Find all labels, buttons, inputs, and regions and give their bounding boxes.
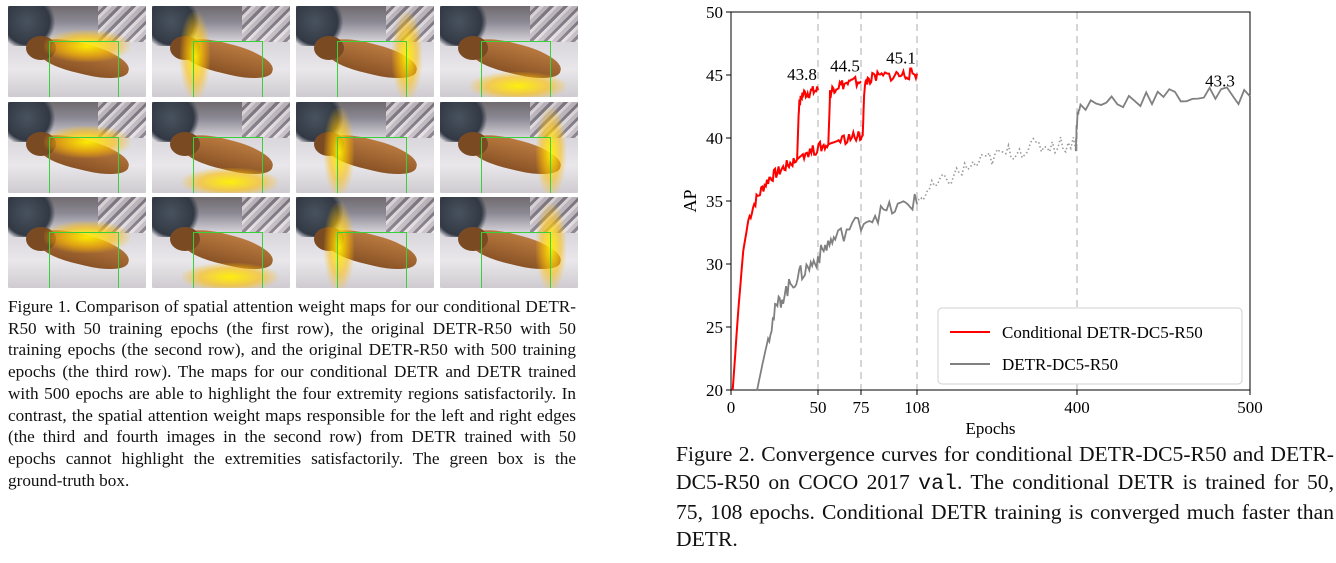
figure-1-caption: Figure 1. Comparison of spatial attentio… <box>8 296 576 491</box>
attention-map-thumbnail <box>8 102 146 193</box>
attention-map-thumbnail <box>296 6 434 97</box>
y-tick-label: 20 <box>706 381 723 400</box>
series-line-conditional-detr <box>733 86 818 390</box>
attention-map-thumbnail <box>8 197 146 288</box>
data-label: 44.5 <box>830 56 860 75</box>
x-axis-label: Epochs <box>965 419 1015 438</box>
annotation-layer: 43.8 44.5 45.1 43.3 <box>787 49 1235 91</box>
x-tick-label: 500 <box>1237 398 1263 417</box>
figure-1: Figure 1. Comparison of spatial attentio… <box>8 6 576 290</box>
attention-map-thumbnail <box>296 197 434 288</box>
chart-legend: Conditional DETR-DC5-R50 DETR-DC5-R50 <box>938 308 1242 384</box>
ground-truth-box <box>481 41 551 97</box>
ground-truth-box <box>337 41 407 97</box>
attention-map-thumbnail <box>440 102 578 193</box>
figure-2-caption-code: val <box>918 472 957 496</box>
ground-truth-box <box>193 137 263 193</box>
ground-truth-box <box>337 137 407 193</box>
y-tick-label: 30 <box>706 255 723 274</box>
series-line-detr <box>757 194 917 390</box>
y-tick-label: 50 <box>706 3 723 22</box>
legend-label: Conditional DETR-DC5-R50 <box>1002 323 1203 342</box>
ground-truth-box <box>49 41 119 97</box>
y-tick-label: 25 <box>706 318 723 337</box>
x-tick-label: 108 <box>904 398 930 417</box>
data-label: 43.8 <box>787 65 817 84</box>
series-line-detr-late <box>1076 87 1250 151</box>
figure-2: 20 25 30 35 40 45 50 0 50 75 108 400 500 Epochs AP 43.… <box>672 0 1336 563</box>
y-tick-label: 45 <box>706 66 723 85</box>
attention-map-thumbnail <box>152 6 290 97</box>
series-line-detr-dotted <box>917 137 1076 204</box>
x-tick-label: 75 <box>853 398 870 417</box>
ground-truth-box <box>193 232 263 288</box>
ground-truth-box <box>49 232 119 288</box>
series-line-conditional-detr <box>828 69 917 145</box>
data-label: 45.1 <box>886 49 916 68</box>
x-tick-label: 50 <box>810 398 827 417</box>
ground-truth-box <box>481 137 551 193</box>
figure-2-caption: Figure 2. Convergence curves for conditi… <box>676 441 1334 554</box>
ground-truth-box <box>337 232 407 288</box>
data-label: 43.3 <box>1205 71 1235 90</box>
attention-map-thumbnail <box>296 102 434 193</box>
series-line-conditional-detr <box>797 77 861 159</box>
attention-map-thumbnail <box>152 197 290 288</box>
legend-label: DETR-DC5-R50 <box>1002 355 1118 374</box>
attention-map-thumbnail <box>152 102 290 193</box>
ground-truth-box <box>193 41 263 97</box>
y-tick-label: 35 <box>706 192 723 211</box>
attention-map-thumbnail <box>440 6 578 97</box>
attention-map-thumbnail <box>8 6 146 97</box>
attention-map-grid <box>8 6 576 290</box>
x-tick-label: 0 <box>727 398 736 417</box>
attention-map-thumbnail <box>440 197 578 288</box>
y-tick-label: 40 <box>706 129 723 148</box>
ground-truth-box <box>49 137 119 193</box>
y-axis-label: AP <box>680 189 700 212</box>
ground-truth-box <box>481 232 551 288</box>
x-tick-label: 400 <box>1064 398 1090 417</box>
